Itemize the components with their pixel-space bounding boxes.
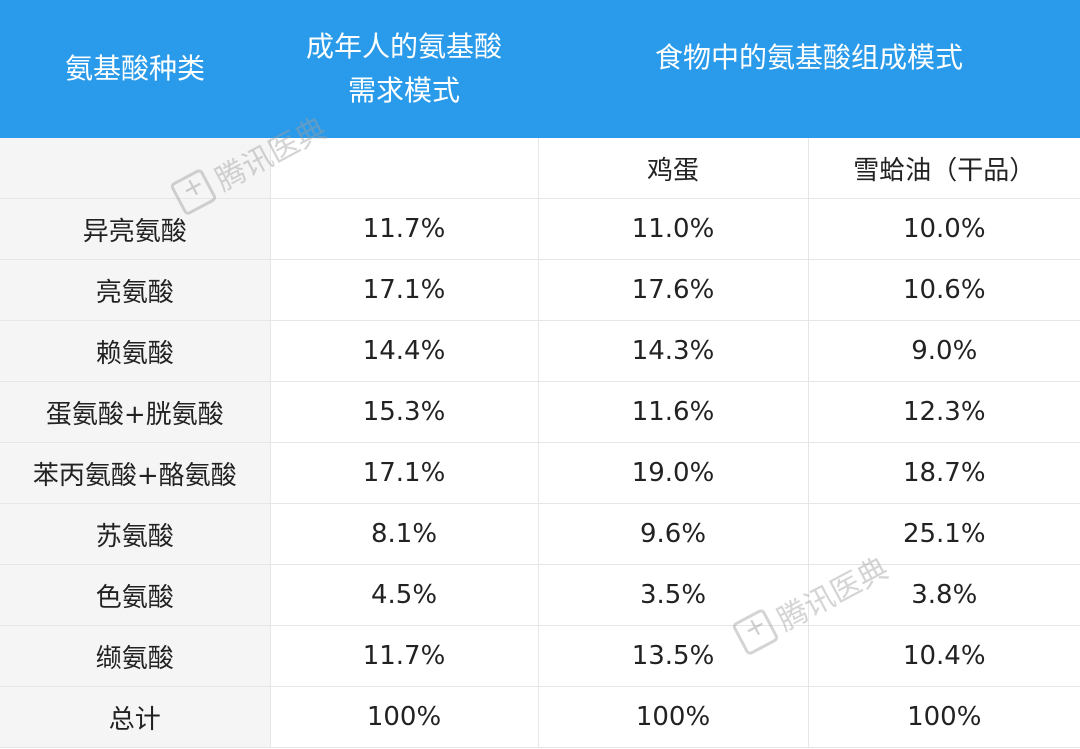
header-food-composition: 食物中的氨基酸组成模式: [538, 0, 1080, 138]
hasma-cell: 10.6%: [807, 259, 1080, 321]
hasma-cell: 25.1%: [807, 503, 1080, 565]
name-cell: 色氨酸: [0, 564, 270, 626]
hasma-cell: 10.0%: [807, 198, 1080, 260]
table-row: 缬氨酸 11.7% 13.5% 10.4%: [0, 625, 1080, 687]
adult-cell: 4.5%: [269, 564, 538, 626]
adult-cell: 100%: [269, 686, 538, 748]
header-adult-line2: 需求模式: [347, 74, 460, 107]
hasma-cell: 3.8%: [807, 564, 1080, 626]
egg-cell: 11.6%: [537, 381, 808, 443]
adult-cell: 11.7%: [269, 625, 538, 687]
egg-cell: 100%: [537, 686, 808, 748]
name-cell: 苯丙氨酸+酪氨酸: [0, 442, 270, 504]
subheader-egg: 鸡蛋: [537, 138, 808, 199]
hasma-cell: 12.3%: [807, 381, 1080, 443]
adult-cell: 11.7%: [269, 198, 538, 260]
name-cell: 蛋氨酸+胱氨酸: [0, 381, 270, 443]
table-header-row: 氨基酸种类 成年人的氨基酸 需求模式 食物中的氨基酸组成模式: [0, 0, 1080, 138]
table-row: 总计 100% 100% 100%: [0, 686, 1080, 748]
egg-cell: 14.3%: [537, 320, 808, 382]
table-row: 苏氨酸 8.1% 9.6% 25.1%: [0, 503, 1080, 565]
header-adult-line1: 成年人的氨基酸: [305, 30, 502, 63]
name-cell: 苏氨酸: [0, 503, 270, 565]
adult-cell: 15.3%: [269, 381, 538, 443]
egg-cell: 17.6%: [537, 259, 808, 321]
table-row: 蛋氨酸+胱氨酸 15.3% 11.6% 12.3%: [0, 381, 1080, 443]
header-amino-acid-type: 氨基酸种类: [0, 0, 270, 138]
adult-cell: 14.4%: [269, 320, 538, 382]
subheader-empty-adult: [269, 138, 538, 199]
name-cell: 亮氨酸: [0, 259, 270, 321]
table-row: 赖氨酸 14.4% 14.3% 9.0%: [0, 320, 1080, 382]
table-row: 亮氨酸 17.1% 17.6% 10.6%: [0, 259, 1080, 321]
adult-cell: 17.1%: [269, 442, 538, 504]
subheader-hasma: 雪蛤油（干品）: [807, 138, 1080, 199]
adult-cell: 17.1%: [269, 259, 538, 321]
hasma-cell: 100%: [807, 686, 1080, 748]
name-cell: 缬氨酸: [0, 625, 270, 687]
egg-cell: 11.0%: [537, 198, 808, 260]
subheader-row: 鸡蛋 雪蛤油（干品）: [0, 138, 1080, 199]
egg-cell: 13.5%: [537, 625, 808, 687]
name-cell: 总计: [0, 686, 270, 748]
hasma-cell: 10.4%: [807, 625, 1080, 687]
name-cell: 赖氨酸: [0, 320, 270, 382]
hasma-cell: 9.0%: [807, 320, 1080, 382]
name-cell: 异亮氨酸: [0, 198, 270, 260]
subheader-empty-name: [0, 138, 270, 199]
table-row: 色氨酸 4.5% 3.5% 3.8%: [0, 564, 1080, 626]
table-row: 苯丙氨酸+酪氨酸 17.1% 19.0% 18.7%: [0, 442, 1080, 504]
egg-cell: 19.0%: [537, 442, 808, 504]
adult-cell: 8.1%: [269, 503, 538, 565]
hasma-cell: 18.7%: [807, 442, 1080, 504]
header-adult-requirement: 成年人的氨基酸 需求模式: [270, 0, 538, 138]
egg-cell: 3.5%: [537, 564, 808, 626]
egg-cell: 9.6%: [537, 503, 808, 565]
table-row: 异亮氨酸 11.7% 11.0% 10.0%: [0, 198, 1080, 260]
